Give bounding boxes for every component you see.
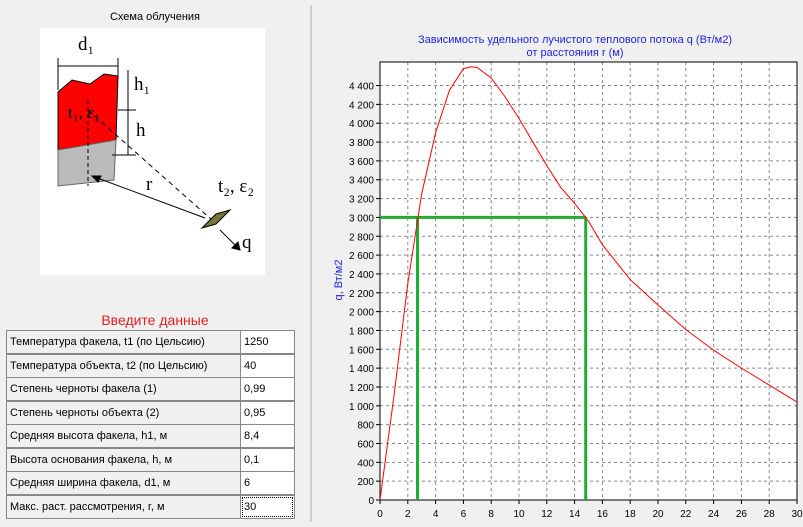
- input-field[interactable]: 40: [240, 353, 295, 378]
- y-tick-label: 3 400: [349, 176, 374, 187]
- y-tick-label: 1 400: [349, 364, 374, 375]
- x-tick-label: 28: [764, 509, 776, 520]
- input-field[interactable]: 8,4: [240, 424, 295, 448]
- label-t1-e1: t₁, ε₁: [68, 103, 100, 122]
- y-axis-label: q, Вт/м2: [333, 260, 345, 301]
- inputs-title: Введите данные: [101, 312, 208, 328]
- input-field[interactable]: 1250: [240, 330, 295, 354]
- input-label: Степень черноты объекта (2): [6, 400, 241, 425]
- y-tick-label: 2 200: [349, 289, 374, 300]
- x-tick-label: 22: [680, 509, 692, 520]
- chart: Зависимость удельного лучистого тепловог…: [333, 34, 803, 520]
- y-tick-label: 800: [357, 421, 374, 432]
- x-tick-label: 20: [652, 509, 664, 520]
- y-tick-label: 0: [368, 496, 374, 507]
- y-tick-label: 200: [357, 477, 374, 488]
- y-tick-label: 2 400: [349, 270, 374, 281]
- input-label: Степень черноты факела (1): [6, 377, 241, 401]
- x-tick-label: 8: [488, 509, 494, 520]
- input-label: Температура объекта, t2 (по Цельсию): [6, 353, 241, 378]
- x-tick-label: 18: [625, 509, 637, 520]
- label-r: r: [146, 174, 153, 195]
- y-tick-label: 4 200: [349, 100, 374, 111]
- input-label: Высота основания факела, h, м: [6, 447, 241, 472]
- input-field[interactable]: 0,99: [240, 377, 295, 401]
- input-field[interactable]: 6: [240, 471, 295, 495]
- scheme-title: Схема облучения: [110, 11, 200, 23]
- y-tick-label: 1 200: [349, 383, 374, 394]
- x-tick-label: 6: [461, 509, 467, 520]
- plot-frame: [379, 61, 798, 501]
- x-tick-label: 30: [791, 509, 803, 520]
- y-tick-label: 1 800: [349, 326, 374, 337]
- x-tick-label: 14: [569, 509, 581, 520]
- input-label: Температура факела, t1 (по Цельсию): [6, 330, 241, 354]
- y-tick-label: 4 000: [349, 119, 374, 130]
- scheme-drawing: [57, 58, 241, 251]
- y-tick-label: 3 000: [349, 213, 374, 224]
- y-tick-label: 1 600: [349, 345, 374, 356]
- x-tick-label: 26: [736, 509, 748, 520]
- plot-area: [379, 61, 798, 501]
- label-h: h: [136, 120, 146, 141]
- x-tick-label: 4: [433, 509, 439, 520]
- label-d1: d₁: [78, 34, 94, 55]
- input-field[interactable]: 30: [240, 494, 295, 519]
- x-tick-label: 12: [541, 509, 553, 520]
- y-tick-label: 3 200: [349, 195, 374, 206]
- input-field[interactable]: 0,1: [240, 447, 295, 472]
- y-tick-label: 3 600: [349, 157, 374, 168]
- y-tick-label: 2 800: [349, 232, 374, 243]
- y-tick-label: 3 800: [349, 138, 374, 149]
- input-field[interactable]: 0,95: [240, 400, 295, 425]
- chart-title: от расстояния r (м): [526, 47, 623, 59]
- y-tick-label: 2 000: [349, 308, 374, 319]
- label-q: q: [242, 232, 252, 253]
- chart-title: Зависимость удельного лучистого тепловог…: [418, 34, 732, 46]
- x-tick-label: 24: [708, 509, 720, 520]
- x-tick-label: 2: [405, 509, 411, 520]
- input-label: Средняя высота факела, h1, м: [6, 424, 241, 448]
- input-label: Средняя ширина факела, d1, м: [6, 471, 241, 495]
- input-label: Макс. раст. рассмотрения, r, м: [6, 494, 241, 519]
- x-tick-label: 16: [597, 509, 609, 520]
- data-line: [379, 66, 798, 501]
- label-h1: h₁: [134, 74, 150, 95]
- x-tick-label: 10: [513, 509, 525, 520]
- y-tick-label: 2 600: [349, 251, 374, 262]
- y-tick-label: 4 400: [349, 82, 374, 93]
- x-tick-label: 0: [377, 509, 383, 520]
- y-tick-label: 1 000: [349, 402, 374, 413]
- y-tick-label: 400: [357, 458, 374, 469]
- label-t2-e2: t₂, ε₂: [218, 176, 254, 197]
- y-tick-label: 600: [357, 439, 374, 450]
